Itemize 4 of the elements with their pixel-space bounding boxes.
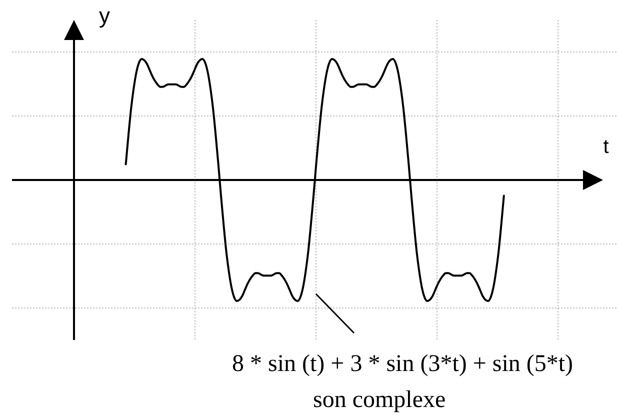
y-axis-title: y [99, 3, 110, 28]
x-axis-title: t [603, 136, 610, 158]
legend-label: 8 * sin (t) + 3 * sin (3*t) + sin (5*t) [232, 351, 574, 377]
text: son complexe [313, 387, 446, 413]
